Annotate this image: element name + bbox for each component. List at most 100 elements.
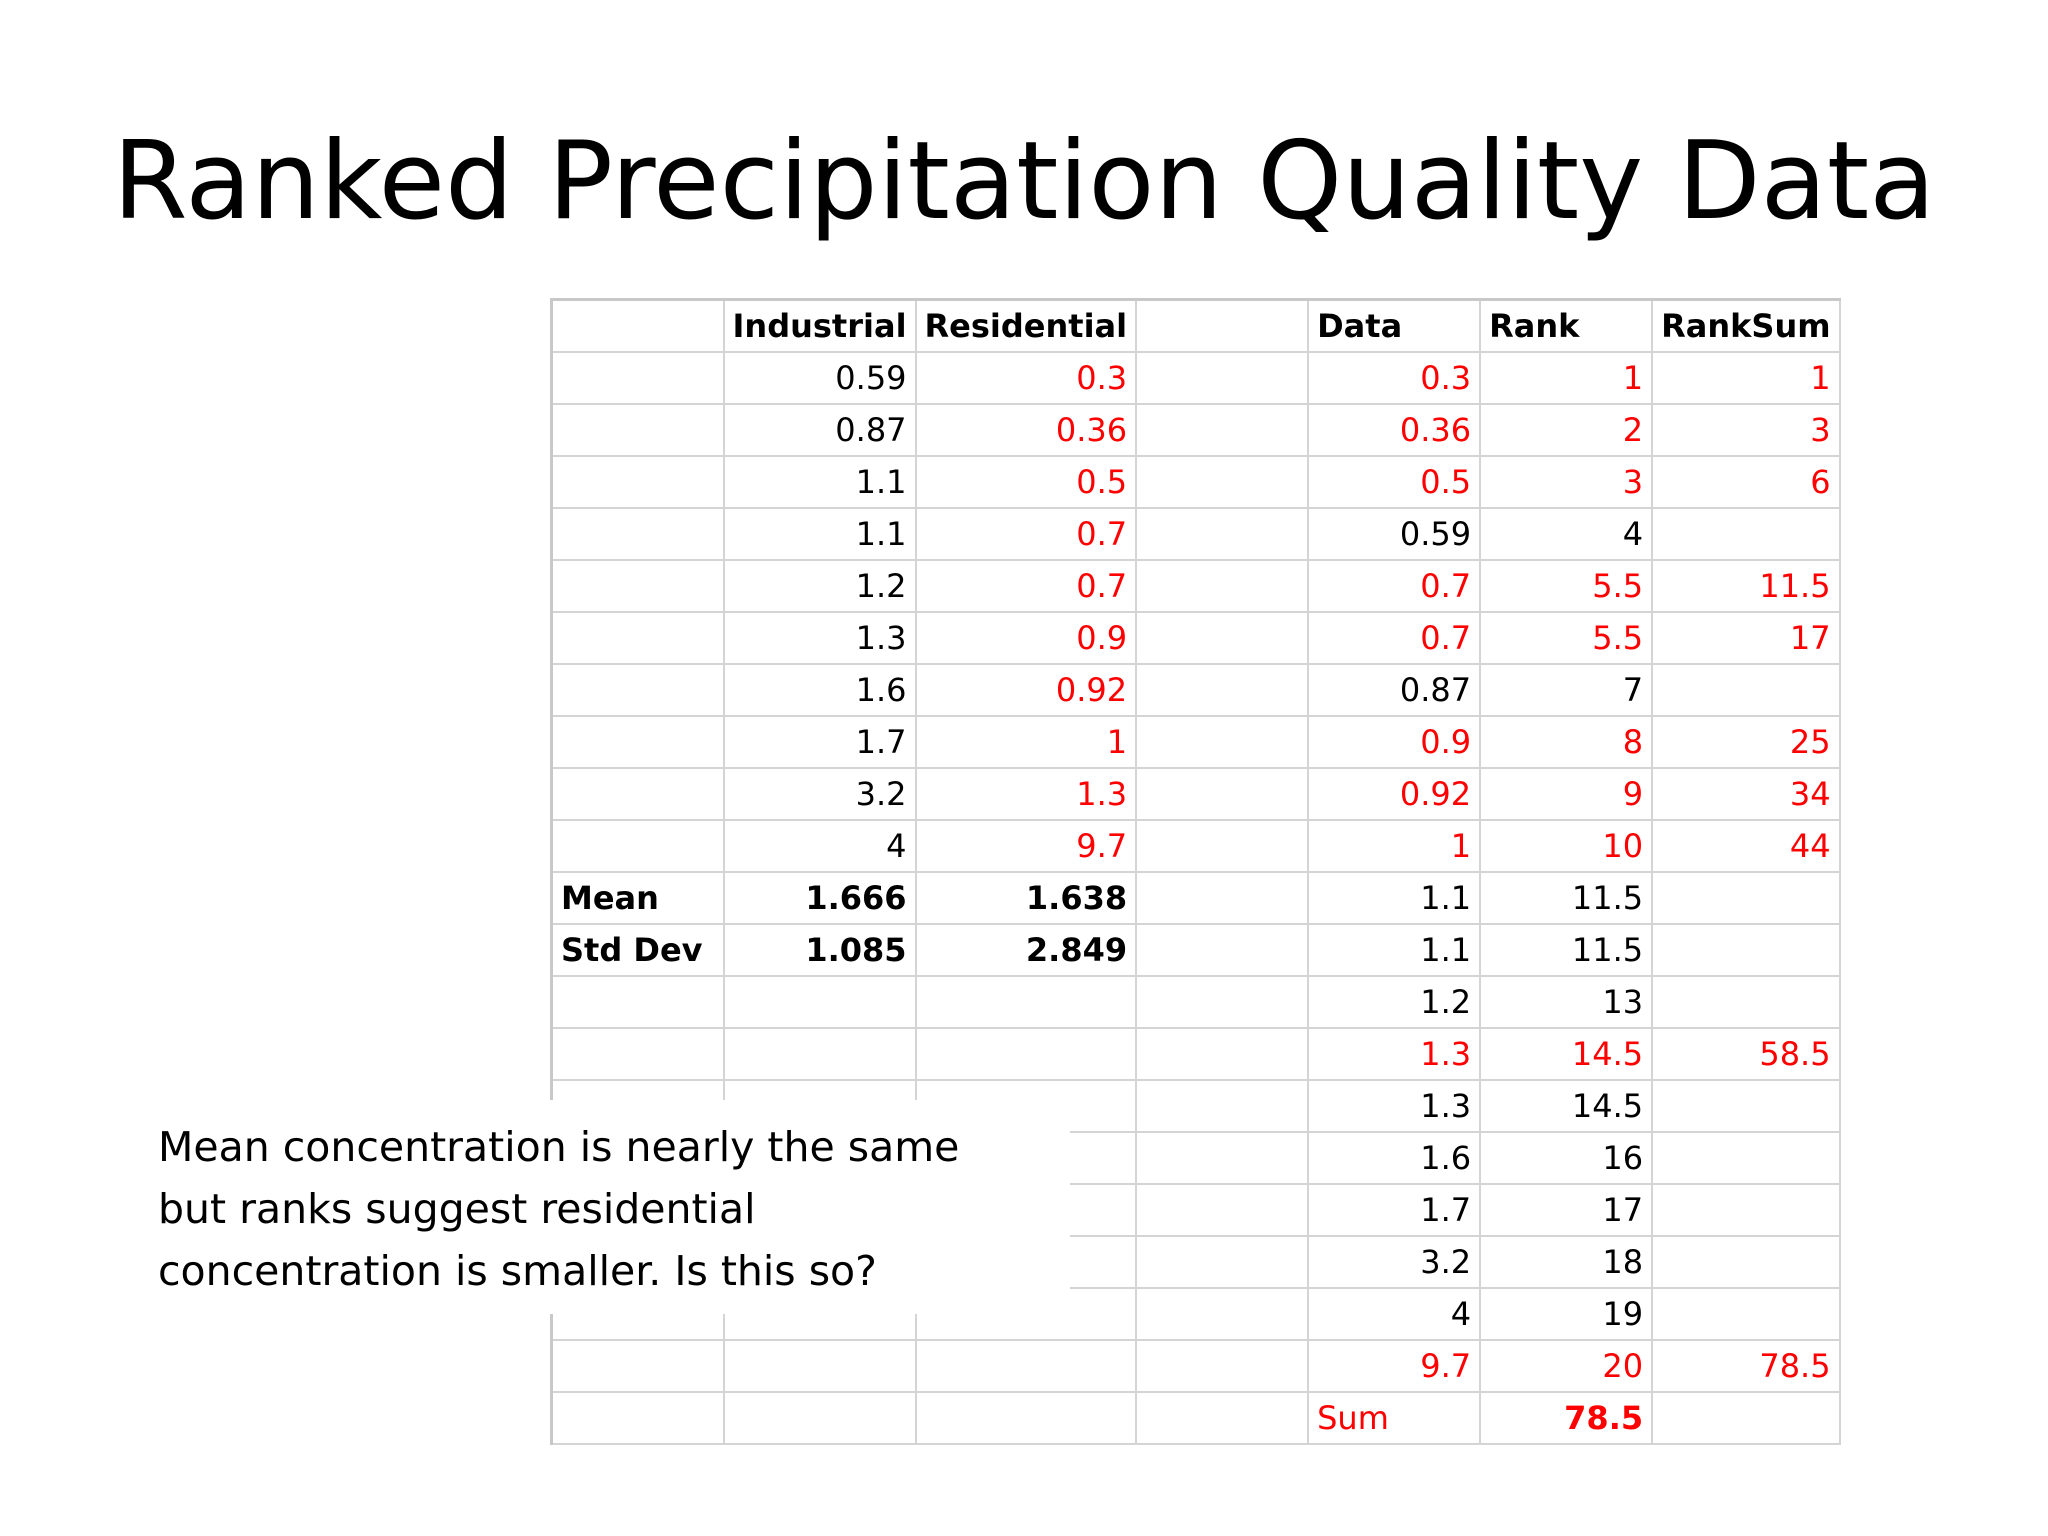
cell-ranksum xyxy=(1651,1391,1841,1445)
cell-blank xyxy=(1135,403,1310,457)
cell-residential: 0.5 xyxy=(914,455,1138,509)
cell-residential xyxy=(914,1339,1138,1393)
cell-rank: 11.5 xyxy=(1479,923,1654,977)
cell-blank xyxy=(1135,1079,1310,1133)
cell-residential: 0.7 xyxy=(914,559,1138,613)
table-header-row: Industrial Residential Data Rank RankSum xyxy=(550,298,1841,353)
table-row: 0.59 0.3 0.3 1 1 xyxy=(550,351,1841,405)
cell-blank xyxy=(1135,767,1310,821)
cell-label xyxy=(550,663,725,717)
cell-rank: 8 xyxy=(1479,715,1654,769)
cell-data: 1.3 xyxy=(1307,1027,1482,1081)
cell-ranksum xyxy=(1651,871,1841,925)
cell-ranksum xyxy=(1651,1183,1841,1237)
cell-ranksum: 78.5 xyxy=(1651,1339,1841,1393)
cell-blank xyxy=(1135,871,1310,925)
cell-ranksum xyxy=(1651,1235,1841,1289)
column-header-industrial: Industrial xyxy=(722,298,917,353)
cell-data: 1.1 xyxy=(1307,923,1482,977)
cell-industrial xyxy=(722,1339,917,1393)
cell-label xyxy=(550,975,725,1029)
cell-data: 0.9 xyxy=(1307,715,1482,769)
cell-ranksum: 6 xyxy=(1651,455,1841,509)
cell-rank: 7 xyxy=(1479,663,1654,717)
cell-residential xyxy=(914,1027,1138,1081)
cell-label xyxy=(550,507,725,561)
cell-blank xyxy=(1135,455,1310,509)
cell-residential: 1.3 xyxy=(914,767,1138,821)
cell-label xyxy=(550,767,725,821)
table-row: Std Dev 1.085 2.849 1.1 11.5 xyxy=(550,923,1841,977)
cell-label xyxy=(550,403,725,457)
cell-label xyxy=(550,559,725,613)
cell-blank xyxy=(1135,1131,1310,1185)
table-row: 1.7 1 0.9 8 25 xyxy=(550,715,1841,769)
table-row: 4 9.7 1 10 44 xyxy=(550,819,1841,873)
table-row: 4 19 xyxy=(550,1287,1841,1341)
cell-blank xyxy=(1135,715,1310,769)
cell-data: 1.2 xyxy=(1307,975,1482,1029)
cell-industrial: 0.59 xyxy=(722,351,917,405)
cell-label xyxy=(550,1027,725,1081)
cell-rank: 14.5 xyxy=(1479,1079,1654,1133)
cell-rank: 5.5 xyxy=(1479,611,1654,665)
column-header-ranksum: RankSum xyxy=(1651,298,1841,353)
cell-data: 0.5 xyxy=(1307,455,1482,509)
cell-blank xyxy=(1135,1287,1310,1341)
cell-residential xyxy=(914,975,1138,1029)
cell-data: 1.3 xyxy=(1307,1079,1482,1133)
cell-ranksum: 58.5 xyxy=(1651,1027,1841,1081)
cell-industrial xyxy=(722,975,917,1029)
cell-ranksum: 3 xyxy=(1651,403,1841,457)
cell-industrial: 3.2 xyxy=(722,767,917,821)
cell-industrial: 1.3 xyxy=(722,611,917,665)
cell-rank: 78.5 xyxy=(1479,1391,1654,1445)
cell-ranksum: 11.5 xyxy=(1651,559,1841,613)
cell-blank xyxy=(1135,1027,1310,1081)
cell-ranksum xyxy=(1651,1287,1841,1341)
cell-ranksum: 1 xyxy=(1651,351,1841,405)
column-header-blank xyxy=(1135,298,1310,353)
cell-rank: 20 xyxy=(1479,1339,1654,1393)
cell-label xyxy=(550,351,725,405)
cell-residential: 9.7 xyxy=(914,819,1138,873)
cell-data: 0.87 xyxy=(1307,663,1482,717)
cell-blank xyxy=(1135,975,1310,1029)
note-line: concentration is smaller. Is this so? xyxy=(158,1247,877,1295)
table-row: 1.6 0.92 0.87 7 xyxy=(550,663,1841,717)
cell-rank: 18 xyxy=(1479,1235,1654,1289)
cell-residential xyxy=(914,1391,1138,1445)
column-header-rank: Rank xyxy=(1479,298,1654,353)
cell-industrial xyxy=(722,1027,917,1081)
cell-rank: 5.5 xyxy=(1479,559,1654,613)
table-row: Mean 1.666 1.638 1.1 11.5 xyxy=(550,871,1841,925)
cell-ranksum xyxy=(1651,975,1841,1029)
cell-industrial: 1.7 xyxy=(722,715,917,769)
cell-ranksum: 25 xyxy=(1651,715,1841,769)
cell-blank xyxy=(1135,559,1310,613)
cell-rank: 19 xyxy=(1479,1287,1654,1341)
note-line: but ranks suggest residential xyxy=(158,1185,756,1233)
column-header-data: Data xyxy=(1307,298,1482,353)
cell-blank xyxy=(1135,1183,1310,1237)
cell-ranksum xyxy=(1651,923,1841,977)
cell-label: Mean xyxy=(550,871,725,925)
cell-ranksum xyxy=(1651,1079,1841,1133)
table-row: 1.3 0.9 0.7 5.5 17 xyxy=(550,611,1841,665)
cell-blank xyxy=(1135,1391,1310,1445)
cell-industrial: 1.1 xyxy=(722,507,917,561)
cell-industrial: 1.1 xyxy=(722,455,917,509)
cell-residential: 2.849 xyxy=(914,923,1138,977)
cell-residential: 0.36 xyxy=(914,403,1138,457)
cell-industrial: 1.6 xyxy=(722,663,917,717)
cell-ranksum xyxy=(1651,507,1841,561)
cell-label xyxy=(550,819,725,873)
cell-data: 1.6 xyxy=(1307,1131,1482,1185)
cell-data: 0.36 xyxy=(1307,403,1482,457)
cell-residential: 1 xyxy=(914,715,1138,769)
cell-rank: 13 xyxy=(1479,975,1654,1029)
cell-data: 0.7 xyxy=(1307,611,1482,665)
cell-rank: 11.5 xyxy=(1479,871,1654,925)
cell-ranksum: 34 xyxy=(1651,767,1841,821)
cell-rank: 14.5 xyxy=(1479,1027,1654,1081)
